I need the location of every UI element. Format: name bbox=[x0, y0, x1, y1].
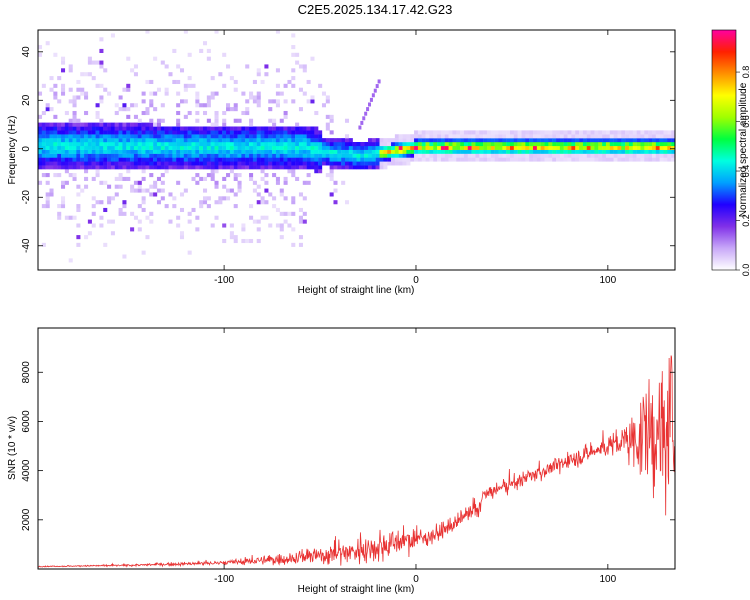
snr-y-ticks: 2000 4000 6000 8000 bbox=[21, 361, 675, 531]
y-tick-label: 8000 bbox=[21, 361, 32, 384]
snr-x-ticks: -100 0 100 bbox=[214, 328, 617, 585]
spectrogram-cells bbox=[38, 30, 675, 263]
x-tick-label: 100 bbox=[600, 275, 617, 286]
x-tick-label: 0 bbox=[413, 574, 419, 585]
x-tick-label: 0 bbox=[413, 275, 419, 286]
colorbar-tick-label: 0.8 bbox=[741, 66, 750, 79]
snr-y-axis-label: SNR (10 * v/v) bbox=[7, 416, 18, 480]
colorbar-ticks: 0.0 0.2 0.4 0.6 0.8 bbox=[736, 66, 750, 276]
x-tick-label: 100 bbox=[600, 574, 617, 585]
spectrogram-x-axis-label: Height of straight line (km) bbox=[298, 285, 415, 296]
y-tick-label: 2000 bbox=[21, 508, 32, 531]
colorbar-tick-label: 0.6 bbox=[741, 115, 750, 128]
colorbar: 0.0 0.2 0.4 0.6 0.8 Normalized spectral ampl… bbox=[711, 29, 750, 276]
y-tick-label: 20 bbox=[21, 94, 32, 106]
snr-panel: -100 0 100 2000 4000 6000 8000 Height of stra… bbox=[7, 327, 676, 595]
colorbar-gradient bbox=[712, 30, 736, 270]
x-tick-label: -100 bbox=[214, 275, 234, 286]
y-tick-label: 4000 bbox=[21, 459, 32, 482]
colorbar-label: Normalized spectral amplitude bbox=[738, 82, 749, 217]
spectrogram-x-ticks: -100 0 100 bbox=[214, 30, 617, 286]
y-tick-label: 0 bbox=[21, 146, 32, 152]
spectrogram-y-axis-label: Frequency (Hz) bbox=[7, 116, 18, 185]
y-tick-label: -20 bbox=[21, 190, 32, 205]
y-tick-label: 6000 bbox=[21, 410, 32, 433]
spectrogram-y-ticks: -40 -20 0 20 40 bbox=[21, 46, 675, 253]
snr-frame bbox=[38, 328, 675, 569]
snr-x-axis-label: Height of straight line (km) bbox=[298, 584, 415, 595]
colorbar-tick-label: 0.0 bbox=[741, 264, 750, 277]
spectrogram-panel: -100 0 100 -40 -20 0 20 40 Height of straight … bbox=[7, 29, 676, 296]
snr-series-line bbox=[38, 355, 675, 568]
y-tick-label: -40 bbox=[21, 238, 32, 253]
colorbar-tick-label: 0.2 bbox=[741, 214, 750, 227]
x-tick-label: -100 bbox=[214, 574, 234, 585]
figure-title: C2E5.2025.134.17.42.G23 bbox=[297, 2, 453, 17]
colorbar-tick-label: 0.4 bbox=[741, 165, 750, 178]
y-tick-label: 40 bbox=[21, 46, 32, 58]
